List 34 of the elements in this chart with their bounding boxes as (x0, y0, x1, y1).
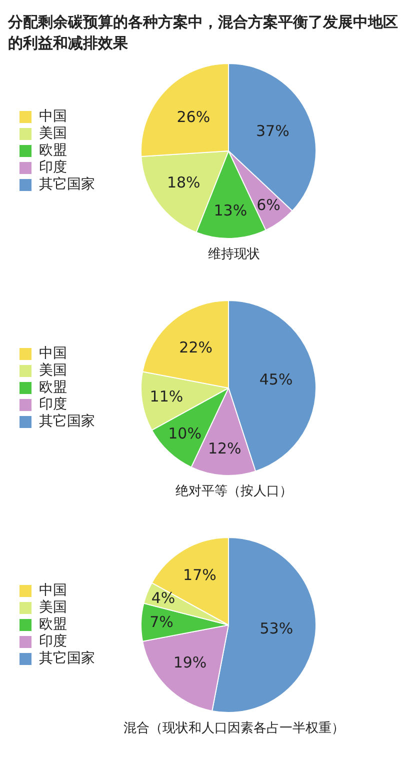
legend-label: 印度 (39, 634, 67, 650)
legend-label: 中国 (39, 108, 67, 125)
data-label: 4% (151, 589, 176, 608)
data-label: 22% (179, 338, 212, 356)
text: 混合（现状和人口因素各占一半权重） (122, 721, 346, 737)
legend-label: 其它国家 (39, 176, 95, 193)
text: 维持现状 (207, 247, 261, 263)
legend-label: 印度 (39, 396, 67, 413)
data-label: 11% (150, 388, 184, 406)
legend-label: 欧盟 (39, 616, 67, 633)
data-label: 53% (260, 619, 294, 638)
data-label: 18% (166, 174, 200, 192)
data-label: 13% (214, 202, 248, 220)
data-label: 26% (176, 108, 210, 126)
data-label: 37% (256, 122, 290, 140)
data-label: 10% (168, 424, 202, 442)
legend-label: 美国 (39, 600, 67, 616)
legend-label: 其它国家 (39, 650, 95, 667)
data-label: 45% (259, 370, 293, 388)
legend-label: 中国 (39, 582, 67, 599)
legend-label: 印度 (39, 160, 67, 176)
chart-title: 分配剩余碳预算的各种方案中，混合方案平衡了发展中地区的利益和减排效果 (6, 12, 399, 54)
legend-label: 欧盟 (39, 380, 67, 396)
legend-label: 其它国家 (39, 414, 95, 430)
data-label: 17% (183, 566, 216, 584)
legend-label: 中国 (39, 346, 67, 362)
legend-label: 美国 (39, 362, 67, 379)
text: 绝对平等（按人口） (174, 484, 294, 500)
data-label: 19% (173, 653, 207, 672)
legend-label: 美国 (39, 126, 67, 142)
legend-label: 欧盟 (39, 142, 67, 159)
data-label: 6% (256, 196, 280, 214)
data-label: 7% (150, 612, 174, 631)
data-label: 12% (208, 440, 242, 458)
